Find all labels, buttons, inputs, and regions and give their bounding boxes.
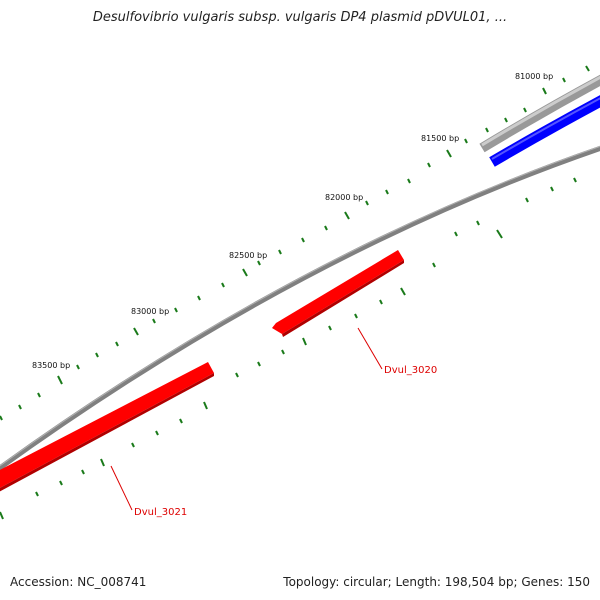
tick-label-83000: 83000 bp bbox=[131, 307, 169, 316]
backbone-ring-highlight bbox=[0, 145, 600, 467]
inner-tick bbox=[59, 480, 63, 486]
outer-tick bbox=[427, 162, 431, 168]
outer-tick bbox=[504, 117, 508, 123]
inner-tick bbox=[573, 177, 577, 183]
outer-tick-ring bbox=[0, 65, 590, 421]
outer-tick bbox=[57, 375, 63, 385]
outer-tick bbox=[585, 65, 590, 72]
gene-dvul-3020[interactable] bbox=[272, 250, 404, 337]
outer-tick bbox=[18, 404, 22, 410]
outer-tick bbox=[446, 149, 452, 158]
tick-label-81000: 81000 bp bbox=[515, 72, 553, 81]
inner-tick bbox=[35, 491, 39, 497]
outer-tick bbox=[242, 268, 248, 277]
inner-tick bbox=[302, 337, 307, 346]
gene-reverse-segment-highlight bbox=[491, 97, 600, 160]
inner-tick bbox=[81, 469, 85, 475]
inner-tick bbox=[0, 511, 4, 520]
outer-tick bbox=[485, 127, 489, 133]
inner-tick bbox=[354, 313, 358, 319]
inner-tick bbox=[525, 197, 529, 203]
outer-tick bbox=[0, 415, 3, 421]
outer-tick bbox=[523, 107, 527, 113]
outer-tick bbox=[174, 307, 178, 313]
outer-tick bbox=[278, 249, 282, 255]
backbone-ring bbox=[0, 145, 600, 471]
inner-tick bbox=[179, 418, 183, 424]
outer-ring-segment-highlight bbox=[481, 75, 600, 147]
outer-tick bbox=[464, 138, 468, 144]
gene-dvul-3020-body bbox=[272, 250, 404, 334]
summary-text: Topology: circular; Length: 198,504 bp; … bbox=[283, 575, 590, 589]
gene-label-dvul-3021[interactable]: Dvul_3021 bbox=[134, 507, 187, 518]
inner-tick-ring bbox=[0, 177, 577, 520]
inner-tick bbox=[257, 361, 261, 367]
outer-tick bbox=[365, 200, 369, 206]
outer-tick bbox=[133, 327, 139, 336]
inner-tick bbox=[550, 186, 554, 192]
inner-tick bbox=[432, 262, 436, 268]
inner-tick bbox=[328, 325, 332, 331]
inner-tick bbox=[131, 442, 135, 448]
accession-text: Accession: NC_008741 bbox=[10, 575, 147, 589]
tick-label-81500: 81500 bp bbox=[421, 134, 459, 143]
outer-tick bbox=[197, 295, 201, 301]
outer-tick bbox=[385, 189, 389, 195]
outer-tick bbox=[115, 341, 119, 347]
inner-tick bbox=[155, 430, 159, 436]
gene-dvul-3020-leader bbox=[357, 327, 383, 370]
outer-tick bbox=[407, 178, 411, 184]
tick-label-82500: 82500 bp bbox=[229, 251, 267, 260]
outer-tick bbox=[37, 392, 41, 398]
outer-ring-segment bbox=[479, 74, 600, 153]
outer-tick bbox=[221, 282, 225, 288]
gene-dvul-3021-shade bbox=[0, 373, 214, 492]
inner-tick bbox=[476, 220, 480, 226]
outer-tick bbox=[95, 352, 99, 358]
inner-tick bbox=[281, 349, 285, 355]
inner-tick bbox=[379, 299, 383, 305]
inner-tick bbox=[454, 231, 458, 237]
outer-tick bbox=[76, 364, 80, 370]
gene-reverse-segment[interactable] bbox=[489, 95, 600, 167]
map-title: Desulfovibrio vulgaris subsp. vulgaris D… bbox=[92, 10, 508, 25]
outer-tick bbox=[324, 225, 328, 231]
gene-dvul-3021-leader bbox=[110, 465, 133, 511]
tick-label-82000: 82000 bp bbox=[325, 193, 363, 202]
gene-dvul-3020-shade bbox=[282, 260, 404, 337]
inner-tick bbox=[496, 229, 503, 239]
outer-tick bbox=[562, 77, 566, 83]
outer-tick bbox=[257, 260, 261, 266]
inner-tick bbox=[203, 401, 208, 410]
gene-label-dvul-3020[interactable]: Dvul_3020 bbox=[384, 365, 437, 376]
gene-dvul-3021[interactable] bbox=[0, 362, 214, 493]
tick-label-83500: 83500 bp bbox=[32, 361, 70, 370]
inner-tick bbox=[400, 287, 406, 296]
inner-tick bbox=[235, 372, 239, 378]
outer-tick bbox=[542, 87, 547, 95]
outer-tick bbox=[301, 237, 305, 243]
inner-tick bbox=[100, 458, 105, 467]
outer-tick bbox=[344, 211, 350, 220]
gene-dvul-3021-body bbox=[0, 362, 214, 488]
outer-tick bbox=[152, 318, 156, 324]
